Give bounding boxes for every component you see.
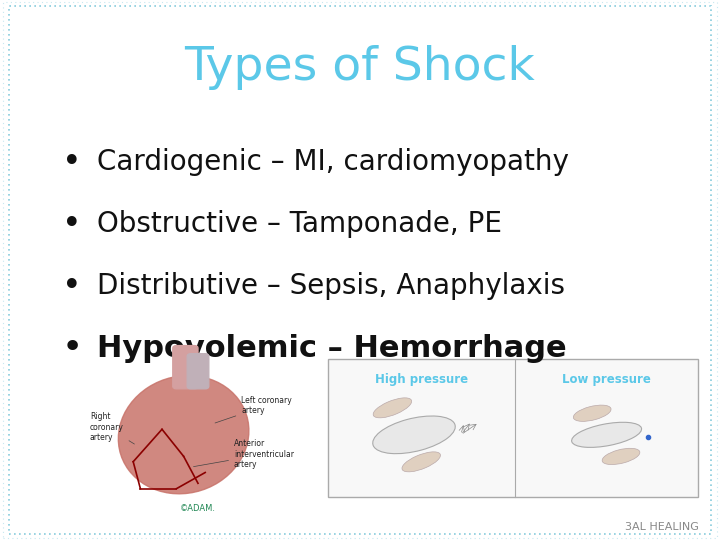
Text: Cardiogenic – MI, cardiomyopathy: Cardiogenic – MI, cardiomyopathy [97,148,569,176]
Text: Left coronary
artery: Left coronary artery [215,396,292,423]
FancyBboxPatch shape [173,346,198,389]
Text: 3AL HEALING: 3AL HEALING [624,522,698,532]
Text: •: • [62,145,82,179]
Ellipse shape [602,448,640,464]
Text: Types of Shock: Types of Shock [184,45,536,90]
Text: Right
coronary
artery: Right coronary artery [90,413,135,444]
Text: ©ADAM.: ©ADAM. [180,504,216,513]
Text: •: • [62,207,82,241]
Text: •: • [62,269,82,303]
Text: High pressure: High pressure [374,373,468,386]
Text: Distributive – Sepsis, Anaphylaxis: Distributive – Sepsis, Anaphylaxis [97,272,565,300]
Text: Hypovolemic – Hemorrhage: Hypovolemic – Hemorrhage [97,334,567,363]
Ellipse shape [373,416,455,454]
Text: Obstructive – Tamponade, PE: Obstructive – Tamponade, PE [97,210,503,238]
Text: Low pressure: Low pressure [562,373,651,386]
FancyBboxPatch shape [187,354,209,389]
Ellipse shape [118,376,249,494]
Ellipse shape [573,405,611,421]
FancyBboxPatch shape [328,359,698,497]
Ellipse shape [402,452,441,472]
Ellipse shape [572,422,642,448]
Ellipse shape [373,398,412,418]
Text: •: • [61,332,83,365]
Text: Anterior
interventricular
artery: Anterior interventricular artery [194,440,294,469]
